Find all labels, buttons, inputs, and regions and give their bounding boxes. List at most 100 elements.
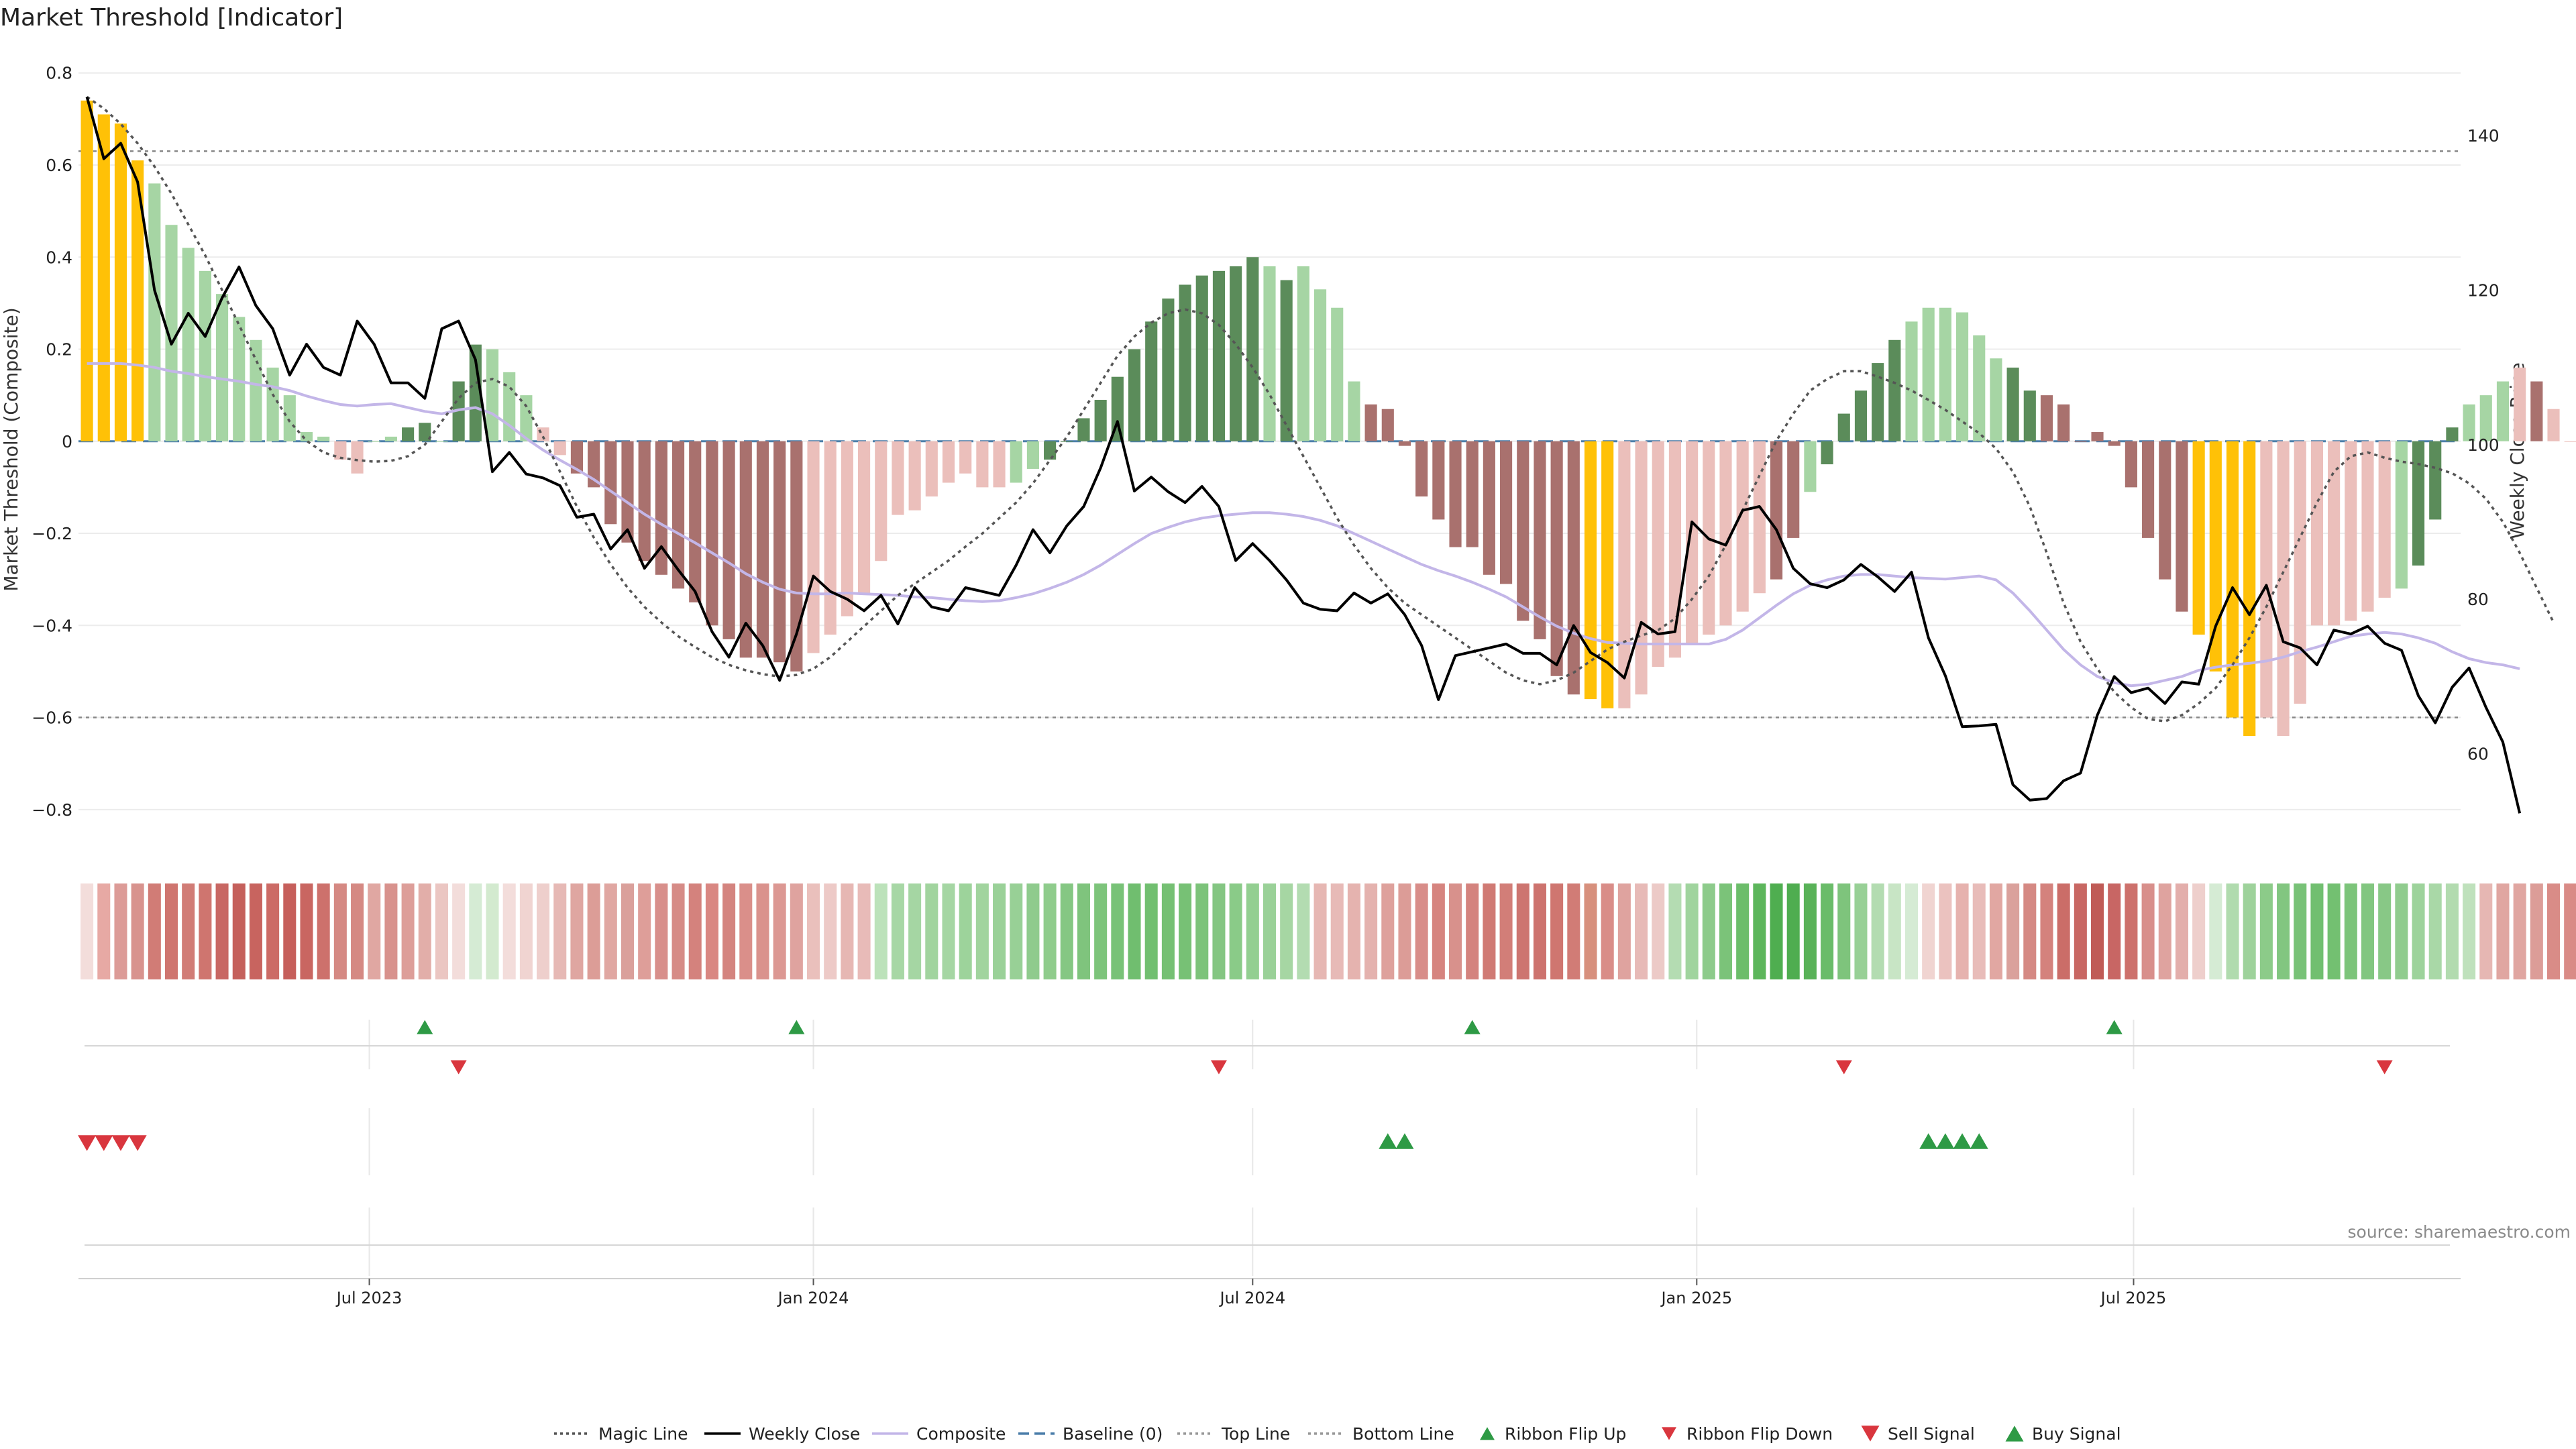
composite-bar [1939, 307, 1951, 441]
composite-bar [756, 441, 769, 658]
composite-bar [1263, 266, 1276, 441]
ribbon-strip [80, 883, 2576, 979]
composite-bar [706, 441, 718, 626]
composite-bar [621, 441, 634, 543]
composite-bar [1804, 441, 1817, 492]
ribbon-segment [908, 883, 922, 979]
ribbon-segment [1601, 883, 1614, 979]
ribbon-segment [722, 883, 736, 979]
composite-bar [2159, 441, 2171, 580]
ribbon-flip-down-marker [1210, 1060, 1227, 1075]
legend-item: Baseline (0) [1018, 1424, 1163, 1444]
composite-bar [1955, 312, 1969, 441]
legend-item: Ribbon Flip Down [1662, 1424, 1833, 1444]
y2-tick-label: 100 [2467, 435, 2500, 455]
ribbon-segment [283, 883, 297, 979]
composite-bar [2294, 441, 2306, 704]
signal-panels [78, 1020, 2461, 1279]
y2-tick-label: 60 [2467, 745, 2489, 764]
legend-item: Ribbon Flip Up [1480, 1424, 1626, 1444]
ribbon-segment [959, 883, 972, 979]
ribbon-segment [1989, 883, 2002, 979]
composite-bar [2412, 441, 2425, 566]
ribbon-segment [502, 883, 516, 979]
ribbon-segment [486, 883, 499, 979]
composite-bar [638, 441, 651, 561]
composite-bar [1179, 284, 1191, 441]
weekly-close-line [85, 96, 2522, 814]
composite-bar [1905, 321, 1918, 441]
ribbon-segment [2277, 883, 2290, 979]
ribbon-segment [1736, 883, 1750, 979]
ribbon-segment [1972, 883, 1986, 979]
ribbon-segment [807, 883, 820, 979]
composite-bar [2446, 427, 2459, 441]
ribbon-segment [2192, 883, 2206, 979]
composite-line [87, 362, 2520, 688]
ribbon-segment [975, 883, 989, 979]
ribbon-segment [1516, 883, 1529, 979]
ribbon-segment [587, 883, 600, 979]
ribbon-segment [2327, 883, 2341, 979]
ribbon-segment [1195, 883, 1209, 979]
composite-bar [1348, 381, 1360, 441]
legend-item: Buy Signal [2005, 1424, 2121, 1444]
composite-bar [97, 114, 110, 441]
composite-bar [1990, 358, 2002, 441]
legend-label: Composite [916, 1424, 1006, 1444]
ribbon-segment [401, 883, 415, 979]
composite-bar [2345, 441, 2357, 621]
ribbon-segment [1144, 883, 1158, 979]
composite-bar [148, 183, 161, 441]
composite-bar [2243, 441, 2256, 737]
composite-bar [925, 441, 938, 497]
legend-item: Sell Signal [1861, 1424, 1975, 1444]
composite-bar [1888, 339, 1901, 441]
composite-bar [858, 441, 871, 594]
ribbon-segment [1297, 883, 1310, 979]
composite-bar [1837, 413, 1850, 441]
composite-bar [1026, 441, 1039, 469]
composite-bar [570, 441, 584, 474]
composite-bar [2530, 381, 2543, 441]
composite-bar [1550, 441, 1563, 676]
ribbon-segment [148, 883, 161, 979]
ribbon-segment [1770, 883, 1783, 979]
composite-bar [892, 441, 904, 515]
composite-bar [2209, 441, 2222, 672]
y-axis-ticks: 0.8 0.6 0.4 0.2 0 −0.2 −0.4 −0.6 −0.8 [32, 64, 72, 820]
composite-bar [2192, 441, 2205, 635]
composite-bar [2361, 441, 2374, 612]
ribbon-segment [1483, 883, 1496, 979]
ribbon-segment [1010, 883, 1023, 979]
grid-lines [78, 72, 2461, 1276]
composite-bar [655, 441, 667, 575]
composite-bar [1230, 266, 1242, 441]
legend-item: Magic Line [554, 1424, 688, 1444]
ribbon-segment [672, 883, 685, 979]
ribbon-segment [1060, 883, 1073, 979]
legend: Magic Line Weekly Close Composite Baseline … [554, 1424, 2121, 1444]
ribbon-segment [1128, 883, 1141, 979]
composite-bar [1652, 441, 1664, 667]
composite-bar [2564, 441, 2576, 442]
composite-bar [1821, 441, 1833, 465]
composite-bar [1398, 441, 1411, 446]
composite-bar [435, 441, 448, 442]
composite-bar [2479, 395, 2492, 441]
buy-signal-marker [1970, 1133, 1988, 1149]
ribbon-segment [232, 883, 246, 979]
x-tick-label: Jan 2025 [1660, 1289, 1732, 1307]
legend-item: Bottom Line [1308, 1424, 1454, 1444]
composite-bar [1483, 441, 1495, 575]
ribbon-segment [891, 883, 904, 979]
ribbon-segment [2006, 883, 2020, 979]
ribbon-segment [1753, 883, 1766, 979]
composite-bar [2006, 367, 2019, 441]
composite-bar [1415, 441, 1428, 497]
ribbon-segment [756, 883, 769, 979]
ribbon-segment [2023, 883, 2037, 979]
legend-marker [1662, 1427, 1676, 1440]
composite-bar [520, 395, 533, 441]
composite-bar [1094, 400, 1107, 441]
